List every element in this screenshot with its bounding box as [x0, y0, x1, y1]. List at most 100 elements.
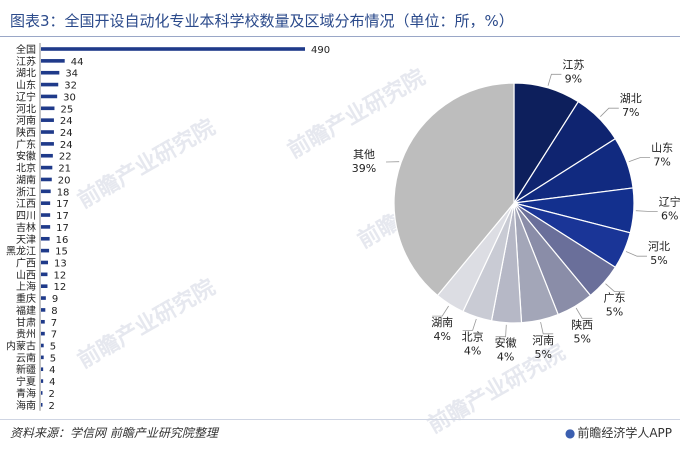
bar-category-label: 福建 [16, 304, 36, 317]
bar [41, 94, 58, 99]
bar [41, 391, 43, 395]
bar-category-label: 上海 [16, 280, 36, 293]
bar-value-label: 24 [60, 116, 73, 127]
bar-category-label: 四川 [16, 211, 36, 222]
bar-category-label: 山东 [16, 79, 36, 92]
brand-label: 前瞻经济学人APP [577, 426, 672, 440]
watermark-text: 前瞻产业研究院 [73, 114, 219, 214]
bar-value-label: 12 [53, 270, 66, 281]
pie-slice-value: 5% [606, 306, 623, 319]
bar [41, 236, 50, 241]
bar-value-label: 30 [63, 92, 76, 103]
bar-value-label: 34 [65, 69, 78, 80]
pie-slice-label: 湖南 [431, 316, 453, 329]
bar-category-label: 海南 [16, 399, 36, 412]
pie-slice-label: 北京 [462, 329, 484, 343]
bar-value-label: 4 [49, 377, 55, 388]
chart-title: 图表3：全国开设自动化专业本科学校数量及区域分布情况（单位：所，%） [10, 12, 514, 30]
bar-value-label: 2 [49, 401, 55, 412]
bar-category-label: 广西 [16, 257, 36, 269]
bar-category-label: 安徽 [16, 150, 36, 163]
bar [41, 379, 44, 383]
bar-category-label: 天津 [16, 234, 36, 246]
brand-footer: ● 前瞻经济学人APP [565, 424, 672, 441]
bar-category-label: 河北 [16, 103, 36, 115]
bar [41, 296, 46, 300]
bar [41, 106, 55, 111]
bar-value-label: 24 [60, 128, 73, 139]
pie-leader-line [540, 322, 554, 335]
bar [41, 47, 305, 51]
bar-category-label: 吉林 [16, 221, 36, 234]
bar [41, 213, 51, 217]
pie-slice-value: 4% [433, 330, 450, 343]
footer-divider [0, 419, 680, 420]
bar [41, 367, 44, 372]
bar-value-label: 15 [55, 247, 68, 258]
title-divider [0, 36, 680, 37]
bar-value-label: 5 [50, 342, 56, 353]
bar-category-label: 重庆 [16, 292, 36, 305]
bar [41, 308, 46, 312]
bar-category-label: 北京 [16, 162, 36, 175]
bar [41, 260, 49, 265]
pie-slice-label: 河南 [532, 334, 554, 347]
pie-slice-label: 湖北 [620, 92, 642, 105]
pie-slice-label: 江苏 [562, 58, 584, 71]
bar [41, 343, 44, 348]
pie-leader-line [605, 283, 625, 293]
bar [41, 225, 51, 229]
bar-category-label: 新疆 [16, 363, 36, 376]
bar [41, 165, 53, 170]
bar-value-label: 24 [60, 140, 73, 151]
pie-slice-value: 9% [565, 72, 582, 85]
pie-leader-line [547, 73, 562, 86]
pie-slice-value: 7% [653, 156, 670, 169]
pie-leader-line [495, 324, 507, 338]
pie-slice-value: 4% [464, 344, 481, 357]
bar-value-label: 21 [58, 164, 71, 175]
bar [41, 355, 44, 360]
bar [41, 284, 48, 288]
bar-value-label: 20 [58, 175, 71, 186]
pie-slice-label: 安徽 [495, 336, 517, 350]
bar-value-label: 13 [54, 258, 67, 269]
bar-category-label: 浙江 [16, 186, 36, 198]
bar-category-label: 甘肃 [16, 316, 36, 329]
bar-value-label: 18 [57, 187, 70, 198]
pie-leader-line [635, 210, 658, 212]
bar-category-label: 江苏 [16, 55, 36, 68]
bar-value-label: 17 [56, 199, 69, 210]
brand-logo-icon: ● [564, 426, 576, 440]
bar-category-label: 黑龙江 [6, 245, 36, 258]
bar-value-label: 7 [51, 318, 57, 329]
bar-category-label: 贵州 [16, 328, 36, 341]
bar [41, 153, 53, 158]
bar [41, 248, 50, 253]
bar-value-label: 16 [56, 235, 69, 246]
bar-category-label: 江西 [16, 198, 36, 210]
pie-chart: 江苏9%湖北7%山东7%辽宁6%河北5%广东5%陕西5%河南5%安徽4%北京4%… [352, 58, 680, 363]
bar-value-label: 25 [60, 104, 73, 115]
bar-value-label: 32 [64, 81, 77, 92]
pie-slice-value: 5% [573, 332, 590, 345]
bar-value-label: 17 [56, 211, 69, 222]
bar [41, 189, 51, 194]
pie-leader-line [432, 305, 449, 317]
bar-value-label: 12 [53, 282, 66, 293]
bar-value-label: 9 [52, 294, 58, 305]
pie-slice [393, 82, 515, 297]
pie-slice-label: 山东 [651, 142, 673, 155]
bar [41, 130, 54, 134]
bar-value-label: 8 [51, 306, 57, 317]
pie-leader-line [462, 318, 477, 331]
pie-slice-value: 4% [497, 351, 514, 364]
pie-slice-label: 广东 [604, 292, 626, 305]
bar-category-label: 宁夏 [16, 375, 36, 388]
bar [41, 142, 54, 146]
bar [41, 70, 60, 75]
source-note: 资料来源：学信网 前瞻产业研究院整理 [10, 426, 218, 440]
bar [41, 177, 52, 182]
